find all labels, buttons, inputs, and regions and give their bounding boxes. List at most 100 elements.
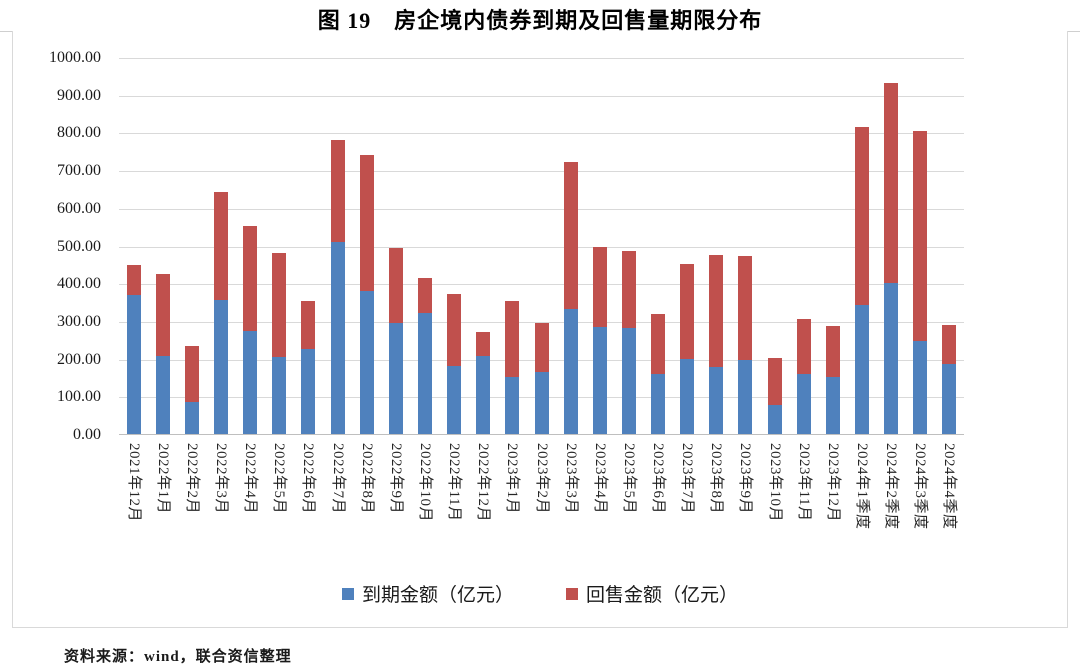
bar-segment-maturity [768,405,782,434]
y-axis-tick-label: 100.00 [57,388,101,405]
bar-segment-maturity [214,300,228,434]
x-axis-tick-label: 2022年9月 [388,443,404,515]
putback-series-swatch [566,587,578,600]
bar-segment-maturity [505,377,519,434]
y-axis-tick-label: 0.00 [73,426,101,443]
bar-segment-putback [331,140,345,242]
bar-segment-maturity [942,364,956,434]
bar-segment-putback [476,332,490,356]
x-axis-tick-label: 2023年4月 [592,443,608,515]
bar-segment-putback [301,301,315,349]
bar-segment-maturity [185,402,199,434]
bar-segment-maturity [272,357,286,434]
gridline [119,322,964,323]
gridline [119,209,964,210]
y-axis-tick-label: 300.00 [57,313,101,330]
bar-segment-maturity [418,313,432,434]
bar-segment-maturity [535,372,549,434]
chart-container: 0.00 100.00 200.00 300.00 400.00 500.00 600.00… [12,31,1068,628]
bar-segment-maturity [884,283,898,434]
maturity-series-swatch [341,587,354,600]
bar-segment-putback [156,274,170,356]
bar-segment-maturity [680,359,694,434]
bar-segment-maturity [564,309,578,434]
x-axis-tick-label: 2022年11月 [446,443,462,522]
bar-segment-putback [826,326,840,377]
bar-segment-putback [214,192,228,300]
bar-segment-putback [651,314,665,374]
legend-item-putback: 回售金额（亿元） [566,580,738,607]
gridline [119,58,964,59]
y-axis-tick-label: 900.00 [57,87,101,104]
x-axis-tick-label: 2022年10月 [417,443,433,523]
x-axis-tick-label: 2023年8月 [708,443,724,515]
y-axis-tick-label: 400.00 [57,275,101,292]
bar-segment-maturity [797,374,811,434]
bar-segment-putback [127,265,141,295]
bar-segment-putback [360,155,374,291]
bar-segment-maturity [301,349,315,434]
bar-segment-putback [622,251,636,328]
x-axis-tick-label: 2023年2月 [534,443,550,515]
bar-segment-maturity [476,356,490,434]
putback-series-label: 回售金额（亿元） [586,585,739,606]
bar-segment-putback [564,162,578,309]
bar-segment-putback [272,253,286,357]
gridline [119,171,964,172]
x-axis-tick-label: 2023年12月 [825,443,841,523]
bar-segment-maturity [709,367,723,434]
bar-segment-putback [243,226,257,331]
gridline [119,247,964,248]
bar-segment-putback [797,319,811,374]
legend-item-maturity: 到期金额（亿元） [341,580,514,607]
bar-segment-maturity [447,366,461,434]
bar-segment-putback [505,301,519,377]
gridline [119,133,964,134]
legend: 到期金额（亿元） 回售金额（亿元） [13,580,1067,607]
bar-segment-putback [680,264,694,359]
bar-segment-putback [913,131,927,341]
bar-segment-putback [855,127,869,305]
maturity-series-label: 到期金额（亿元） [361,585,514,606]
bar-segment-putback [709,255,723,367]
x-axis-tick-label: 2024年2季度 [883,443,899,530]
x-axis-tick-label: 2023年10月 [767,443,783,523]
source-note: 资料来源：wind，联合资信整理 [64,649,292,665]
x-axis-tick-label: 2021年12月 [126,443,142,523]
y-axis-tick-label: 500.00 [57,238,101,255]
bar-segment-putback [447,294,461,366]
x-axis-tick-label: 2023年11月 [796,443,812,522]
y-axis-tick-label: 1000.00 [49,49,101,66]
bar-segment-putback [418,278,432,313]
x-axis-tick-label: 2023年9月 [737,443,753,515]
x-axis-tick-label: 2022年5月 [271,443,287,515]
bar-segment-putback [768,358,782,405]
x-axis-tick-label: 2022年7月 [330,443,346,515]
figure-title: 图 19 房企境内债券到期及回售量期限分布 [317,8,763,33]
bar-segment-putback [593,247,607,327]
gridline [119,96,964,97]
bar-segment-maturity [243,331,257,434]
x-axis-tick-label: 2022年12月 [475,443,491,523]
x-axis-tick-label: 2022年4月 [242,443,258,515]
x-axis-tick-label: 2023年7月 [679,443,695,515]
x-axis-tick-label: 2023年1月 [504,443,520,515]
x-axis-tick-label: 2022年3月 [213,443,229,515]
bar-segment-maturity [826,377,840,434]
bar-segment-maturity [127,295,141,434]
x-axis-tick-label: 2024年3季度 [912,443,928,530]
bar-segment-maturity [913,341,927,434]
x-axis-tick-label: 2022年1月 [155,443,171,515]
y-axis-tick-label: 200.00 [57,351,101,368]
gridline [119,284,964,285]
y-axis-tick-label: 800.00 [57,124,101,141]
x-axis-tick-label: 2022年2月 [184,443,200,515]
bar-segment-maturity [156,356,170,434]
x-axis-tick-label: 2022年6月 [300,443,316,515]
x-axis-tick-label: 2022年8月 [359,443,375,515]
bar-segment-maturity [389,323,403,434]
bar-segment-putback [942,325,956,364]
bar-segment-putback [535,323,549,372]
y-axis-tick-label: 600.00 [57,200,101,217]
